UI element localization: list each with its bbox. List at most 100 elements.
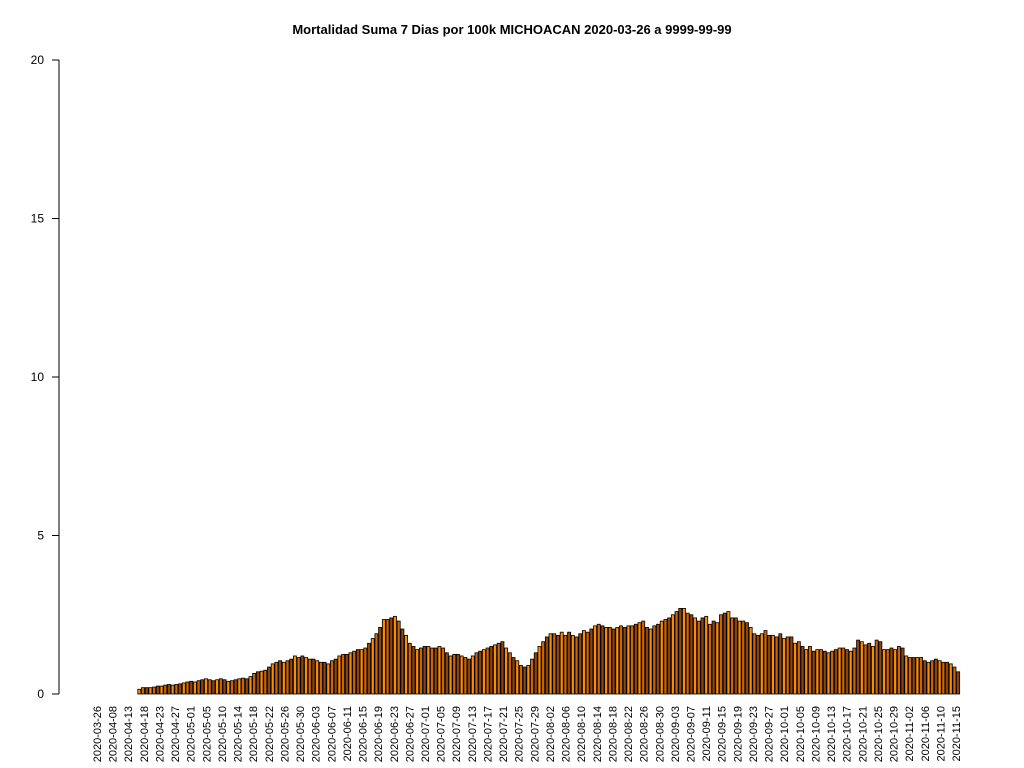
chart-bar <box>726 611 731 695</box>
chart-bar <box>948 663 953 695</box>
chart-bar <box>137 688 142 695</box>
chart-bar <box>856 639 861 695</box>
chart-bar <box>519 665 523 695</box>
chart-bar <box>659 620 664 695</box>
chart-bar <box>670 614 675 695</box>
chart-bar <box>404 634 408 695</box>
chart-bar <box>270 663 275 695</box>
chart-title: Mortalidad Suma 7 Dias por 100k MICHOACA… <box>292 22 732 37</box>
chart-bar <box>782 638 786 695</box>
chart-bar <box>611 628 616 695</box>
chart-bar <box>663 619 668 695</box>
chart-bar <box>822 650 827 695</box>
chart-bar <box>637 622 642 695</box>
chart-bar <box>774 636 779 695</box>
chart-bar <box>922 660 927 695</box>
x-tick-label: 2020-09-03 <box>670 706 682 762</box>
chart-bar <box>541 641 546 695</box>
chart-bar <box>645 627 649 695</box>
chart-bar <box>896 646 901 695</box>
x-tick-label: 2020-10-01 <box>779 706 791 762</box>
chart-bar <box>811 650 816 695</box>
chart-bar <box>359 649 364 695</box>
chart-bar <box>885 649 890 695</box>
chart-bar <box>389 617 394 695</box>
chart-bar <box>952 666 957 695</box>
x-tick-label: 2020-10-17 <box>842 706 854 762</box>
chart-bar <box>196 680 201 695</box>
chart-bar <box>407 642 412 695</box>
x-tick-label: 2020-10-09 <box>810 706 822 762</box>
chart-bar <box>348 652 353 695</box>
chart-bar <box>267 666 271 695</box>
chart-bar <box>352 650 357 695</box>
chart-bar <box>837 647 842 695</box>
chart-bar <box>533 652 538 695</box>
chart-bar <box>192 681 197 695</box>
y-tick-label: 20 <box>31 53 45 67</box>
chart-bar <box>704 615 709 695</box>
chart-bar <box>522 666 527 695</box>
chart-bar <box>141 687 145 695</box>
chart-bar <box>355 649 360 695</box>
chart-bar <box>800 646 805 695</box>
chart-bar <box>155 685 160 695</box>
chart-bar <box>344 653 349 695</box>
chart-bar <box>871 646 875 695</box>
chart-bar <box>300 655 305 695</box>
x-tick-label: 2020-08-30 <box>654 706 666 762</box>
chart-bar <box>278 660 283 695</box>
chart-bar <box>911 657 916 695</box>
chart-bar <box>674 611 679 695</box>
chart-bar <box>226 680 231 695</box>
chart-bar <box>204 678 208 695</box>
x-tick-label: 2020-07-17 <box>482 706 494 762</box>
chart-bar <box>311 658 316 695</box>
chart-bar <box>604 627 609 695</box>
y-tick-label: 15 <box>31 212 45 226</box>
chart-bar <box>930 660 935 695</box>
chart-bar <box>485 647 490 695</box>
chart-bar <box>752 633 757 695</box>
chart-bar <box>785 636 790 695</box>
x-tick-label: 2020-05-14 <box>233 706 245 762</box>
x-tick-label: 2020-08-26 <box>639 706 651 762</box>
x-tick-label: 2020-05-10 <box>217 706 229 762</box>
chart-bar <box>945 661 949 695</box>
chart-bar <box>167 684 171 695</box>
chart-bar <box>819 649 823 695</box>
chart-bar <box>648 628 653 695</box>
x-tick-label: 2020-05-01 <box>186 706 198 762</box>
chart-bar <box>507 652 512 695</box>
chart-bar <box>585 631 590 695</box>
x-tick-label: 2020-05-30 <box>295 706 307 762</box>
chart-bar <box>700 617 705 695</box>
y-tick-label: 10 <box>31 370 45 384</box>
x-tick-label: 2020-04-23 <box>154 706 166 762</box>
chart-bar <box>826 652 831 695</box>
chart-bar <box>148 687 153 695</box>
chart-bar <box>574 636 579 695</box>
x-tick-label: 2020-10-21 <box>857 706 869 762</box>
chart-bar <box>444 652 449 695</box>
chart-bar <box>607 627 612 695</box>
chart-bar <box>559 631 564 695</box>
chart-bar <box>233 679 238 695</box>
chart-bar <box>207 679 212 695</box>
chart-bar <box>393 615 397 695</box>
chart-bar <box>815 649 820 695</box>
chart-bar <box>626 625 631 695</box>
chart-bar <box>426 646 431 695</box>
chart-bar <box>281 661 286 695</box>
x-tick-label: 2020-08-18 <box>607 706 619 762</box>
chart-bar <box>867 642 872 695</box>
chart-bar <box>218 678 223 695</box>
x-tick-label: 2020-05-26 <box>279 706 291 762</box>
x-tick-label: 2020-06-07 <box>326 706 338 762</box>
chart-bar <box>370 638 375 695</box>
chart-bar <box>796 641 801 695</box>
x-tick-label: 2020-04-27 <box>170 706 182 762</box>
x-tick-label: 2020-04-08 <box>108 706 120 762</box>
x-tick-label: 2020-10-05 <box>795 706 807 762</box>
chart-bar <box>441 647 446 695</box>
